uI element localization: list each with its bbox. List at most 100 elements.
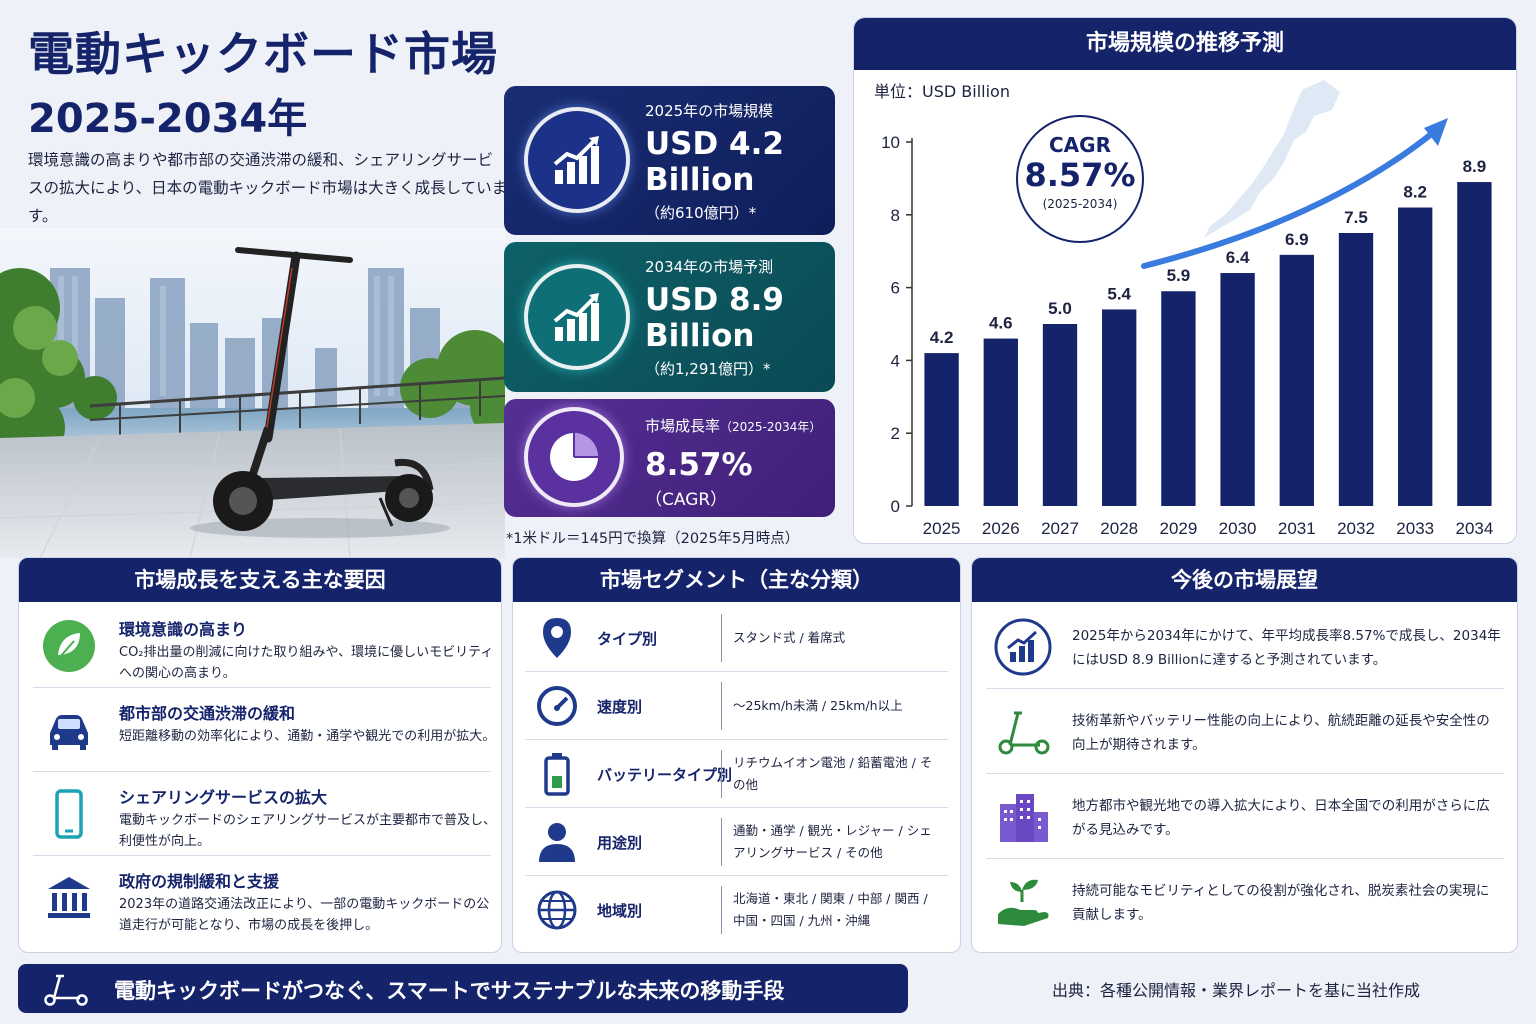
segment-divider <box>721 614 722 662</box>
stat-cagr-label: 市場成長率（2025-2034年） <box>645 415 821 436</box>
x-tick-label: 2025 <box>923 519 961 538</box>
growth-factors-panel: 市場成長を支える主な要因 環境意識の高まり CO₂排出量の削減に向けた取り組みや… <box>18 557 502 953</box>
stat-card-2034: 2034年の市場予測 USD 8.9 Billion （約1,291億円）* <box>504 242 835 392</box>
segment-values: ～25km/h未満 / 25km/h以上 <box>733 698 903 713</box>
outlook-text: 技術革新やバッテリー性能の向上により、航続距離の延長や安全性の向上が期待されます… <box>1072 713 1490 753</box>
scooter-icon <box>994 703 1052 761</box>
stat-cagr-period: （2025-2034年） <box>720 420 822 434</box>
bar <box>924 353 959 506</box>
segment-values: 通勤・通学 / 観光・レジャー / シェアリングサービス / その他 <box>733 823 932 860</box>
y-tick-label: 6 <box>891 279 900 298</box>
y-tick-label: 10 <box>881 133 900 152</box>
outlook-title: 今後の市場展望 <box>972 558 1517 602</box>
bar-value-label: 6.4 <box>1226 248 1250 267</box>
x-tick-label: 2031 <box>1278 519 1316 538</box>
outlook-item: 2025年から2034年にかけて、年平均成長率8.57%で成長し、2034年には… <box>986 604 1504 689</box>
factor-item: 環境意識の高まり CO₂排出量の削減に向けた取り組みや、環境に優しいモビリティへ… <box>33 604 493 688</box>
bar-value-label: 8.2 <box>1403 183 1427 202</box>
x-tick-label: 2032 <box>1337 519 1375 538</box>
segment-divider <box>721 750 722 798</box>
factor-title: 都市部の交通渋滞の緩和 <box>119 704 296 723</box>
factor-desc: 2023年の道路交通法改正により、一部の電動キックボードの公道走行が可能となり、… <box>119 897 490 933</box>
bar <box>1042 324 1078 506</box>
stat-cagr-note: （CAGR） <box>645 490 728 510</box>
x-tick-label: 2033 <box>1396 519 1434 538</box>
stat-2025-note: （約610億円）* <box>645 204 757 222</box>
bar <box>1279 254 1314 506</box>
currency-footnote: *1米ドル＝145円で換算（2025年5月時点） <box>506 531 800 547</box>
bar <box>1220 273 1255 506</box>
factor-desc: 短距離移動の効率化により、通勤・通学や観光での利用が拡大。 <box>119 729 496 744</box>
stat-card-cagr: 市場成長率（2025-2034年） 8.57% （CAGR） <box>504 399 835 517</box>
bar-chart: 0 2 4 6 8 10 4.2 2025 4.6 2026 5.0 2027 5.4 2028 5.9 20… <box>881 80 1493 538</box>
bar-value-label: 7.5 <box>1344 208 1368 227</box>
segment-values: 北海道・東北 / 関東 / 中部 / 関西 / 中国・四国 / 九州・沖縄 <box>733 891 928 928</box>
buildings-icon <box>994 788 1052 846</box>
segment-row: タイプ別 スタンド式 / 着席式 <box>525 604 948 672</box>
factor-title: シェアリングサービスの拡大 <box>119 788 328 807</box>
stat-card-2025: 2025年の市場規模 USD 4.2 Billion （約610億円）* <box>504 86 835 235</box>
bar-value-label: 4.2 <box>930 328 954 347</box>
factor-desc: CO₂排出量の削減に向けた取り組みや、環境に優しいモビリティへの関心の高まり。 <box>119 645 494 681</box>
y-tick-label: 0 <box>891 497 900 516</box>
factor-item: 政府の規制緩和と支援 2023年の道路交通法改正により、一部の電動キックボードの… <box>33 856 491 940</box>
segment-name: 地域別 <box>597 902 643 920</box>
stat-cagr-value: 8.57% <box>645 447 753 483</box>
japan-map-graphic <box>1204 80 1340 238</box>
x-tick-label: 2026 <box>982 519 1020 538</box>
outlook-item: 持続可能なモビリティとしての役割が強化され、脱炭素社会の実現に貢献します。 <box>986 859 1504 944</box>
outlook-text: 地方都市や観光地での導入拡大により、日本全国での利用がさらに広がる見込みです。 <box>1072 798 1490 838</box>
y-tick-label: 2 <box>891 424 900 443</box>
scooter-city-photo <box>0 228 505 558</box>
cagr-badge-label: CAGR <box>1049 133 1111 157</box>
banner-text: 電動キックボードがつなぐ、スマートでサステナブルな未来の移動手段 <box>114 979 785 1003</box>
segments-panel: 市場セグメント（主な分類） タイプ別 スタンド式 / 着席式 速度別 ～25km… <box>512 557 961 953</box>
x-tick-label: 2029 <box>1159 519 1197 538</box>
cagr-badge: CAGR 8.57% (2025-2034) <box>1016 115 1144 243</box>
outlook-text: 持続可能なモビリティとしての役割が強化され、脱炭素社会の実現に貢献します。 <box>1072 883 1490 923</box>
bar <box>1338 233 1374 506</box>
bar-value-label: 5.0 <box>1048 299 1072 318</box>
segment-row: 地域別 北海道・東北 / 関東 / 中部 / 関西 / 中国・四国 / 九州・沖… <box>525 876 948 944</box>
outlook-item: 技術革新やバッテリー性能の向上により、航続距離の延長や安全性の向上が期待されます… <box>986 689 1504 774</box>
factors-title: 市場成長を支える主な要因 <box>19 558 501 602</box>
bar <box>1457 182 1492 506</box>
pie-chart-icon <box>524 407 624 507</box>
smartphone-icon <box>41 786 97 842</box>
bar <box>1102 309 1137 506</box>
factor-title: 政府の規制緩和と支援 <box>119 872 280 891</box>
x-tick-label: 2027 <box>1041 519 1079 538</box>
outlook-text: 2025年から2034年にかけて、年平均成長率8.57%で成長し、2034年には… <box>1072 628 1501 668</box>
page-subtitle-years: 2025-2034年 <box>28 96 308 142</box>
speedometer-icon <box>535 684 579 728</box>
user-icon <box>535 820 579 864</box>
government-icon <box>41 870 97 926</box>
chart-unit-label: 単位：USD Billion <box>874 82 1010 101</box>
segment-name: 用途別 <box>597 834 643 852</box>
outlook-item: 地方都市や観光地での導入拡大により、日本全国での利用がさらに広がる見込みです。 <box>986 774 1504 859</box>
factor-desc: 電動キックボードのシェアリングサービスが主要都市で普及し、利便性が向上。 <box>119 813 497 849</box>
factor-item: 都市部の交通渋滞の緩和 短距離移動の効率化により、通勤・通学や観光での利用が拡大… <box>33 688 495 772</box>
cagr-badge-period: (2025-2034) <box>1042 197 1118 211</box>
bottom-banner: 電動キックボードがつなぐ、スマートでサステナブルな未来の移動手段 <box>18 964 908 1013</box>
bar-value-label: 4.6 <box>989 314 1013 333</box>
segment-divider <box>721 818 722 866</box>
location-pin-icon <box>535 616 579 660</box>
battery-icon <box>535 752 579 796</box>
outlook-panel: 今後の市場展望 2025年から2034年にかけて、年平均成長率8.57%で成長し… <box>971 557 1518 953</box>
intro-text: 環境意識の高まりや都市部の交通渋滞の緩和、シェアリングサービスの拡大により、日本… <box>28 151 508 225</box>
car-icon <box>41 702 97 758</box>
segment-values: スタンド式 / 着席式 <box>733 630 846 645</box>
x-tick-label: 2034 <box>1455 519 1493 538</box>
source-note: 出典：各種公開情報・業界レポートを基に当社作成 <box>1052 981 1421 1000</box>
stat-2025-value: USD 4.2 Billion <box>645 126 784 198</box>
scooter-icon <box>40 972 90 1010</box>
growth-chart-icon <box>524 264 630 370</box>
globe-icon <box>535 888 579 932</box>
y-tick-label: 4 <box>891 351 900 370</box>
cagr-badge-value: 8.57% <box>1024 156 1136 194</box>
stat-2034-note: （約1,291億円）* <box>645 360 771 378</box>
bar-value-label: 6.9 <box>1285 230 1309 249</box>
growth-chart-icon <box>994 618 1052 676</box>
segment-name: 速度別 <box>597 698 643 716</box>
